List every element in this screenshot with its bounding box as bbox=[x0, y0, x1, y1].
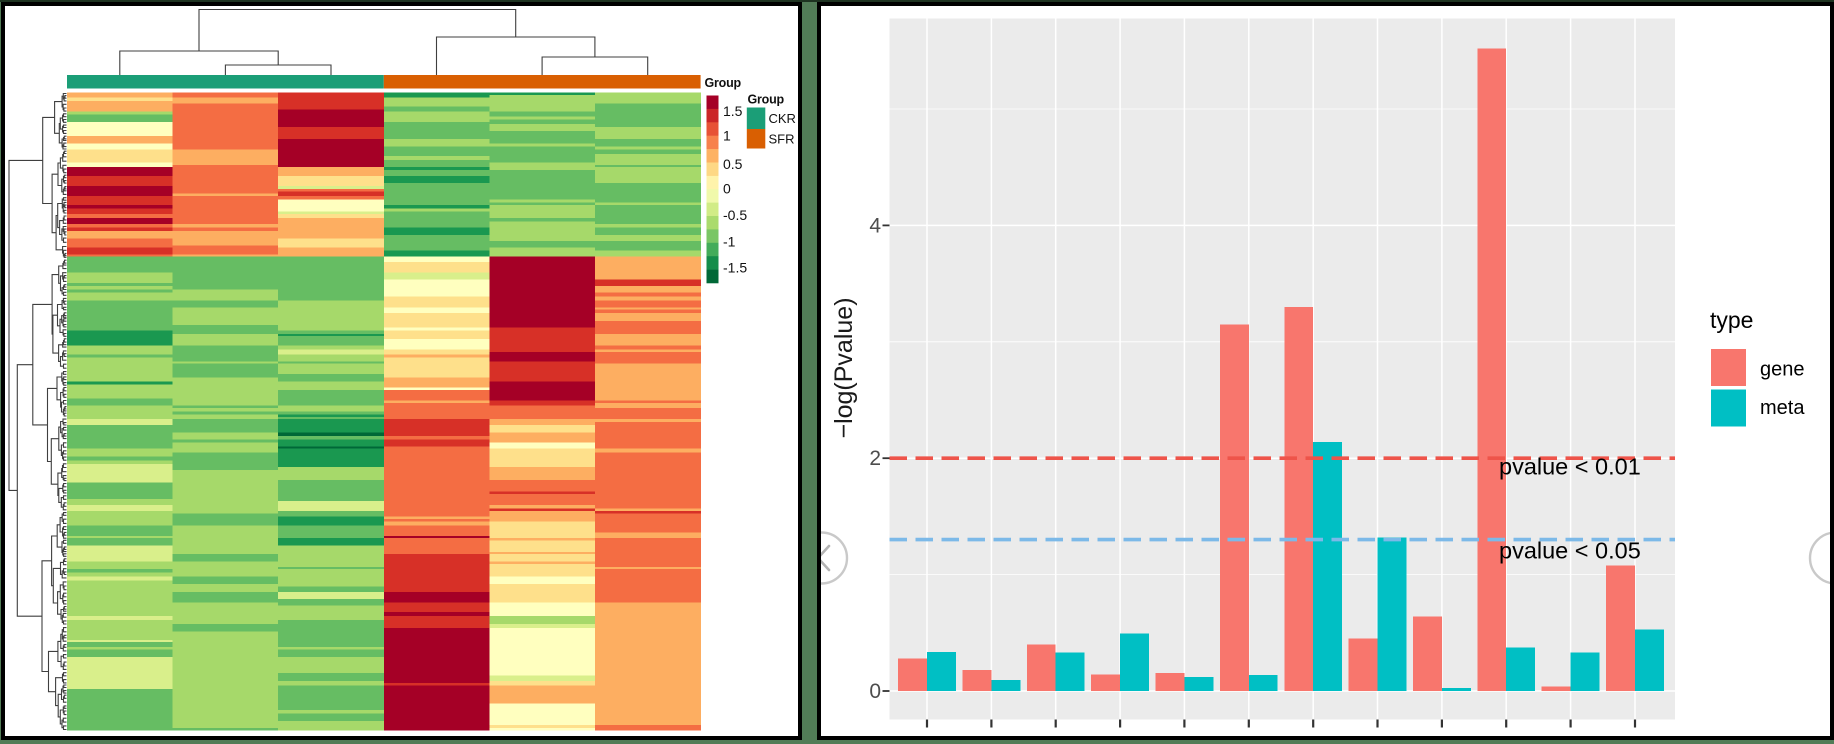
svg-text:gene: gene bbox=[1760, 359, 1805, 381]
svg-text:2: 2 bbox=[869, 447, 881, 470]
svg-text:Group: Group bbox=[748, 93, 785, 107]
svg-text:−log(Pvalue): −log(Pvalue) bbox=[830, 297, 858, 438]
svg-text:0: 0 bbox=[723, 181, 731, 197]
svg-text:0: 0 bbox=[869, 680, 881, 703]
svg-text:1: 1 bbox=[723, 128, 731, 144]
svg-text:type: type bbox=[1710, 307, 1753, 333]
svg-text:4: 4 bbox=[869, 214, 881, 237]
svg-text:CKR: CKR bbox=[769, 111, 796, 126]
svg-text:Group: Group bbox=[705, 76, 742, 90]
svg-text:SFR: SFR bbox=[769, 132, 795, 147]
svg-text:-0.5: -0.5 bbox=[723, 207, 747, 223]
svg-text:pvalue < 0.01: pvalue < 0.01 bbox=[1499, 454, 1641, 480]
svg-text:meta: meta bbox=[1760, 397, 1805, 419]
svg-text:0.5: 0.5 bbox=[723, 156, 743, 172]
svg-text:pvalue < 0.05: pvalue < 0.05 bbox=[1499, 538, 1641, 564]
svg-text:1.5: 1.5 bbox=[723, 103, 743, 119]
svg-text:-1.5: -1.5 bbox=[723, 260, 747, 276]
svg-text:-1: -1 bbox=[723, 234, 736, 250]
